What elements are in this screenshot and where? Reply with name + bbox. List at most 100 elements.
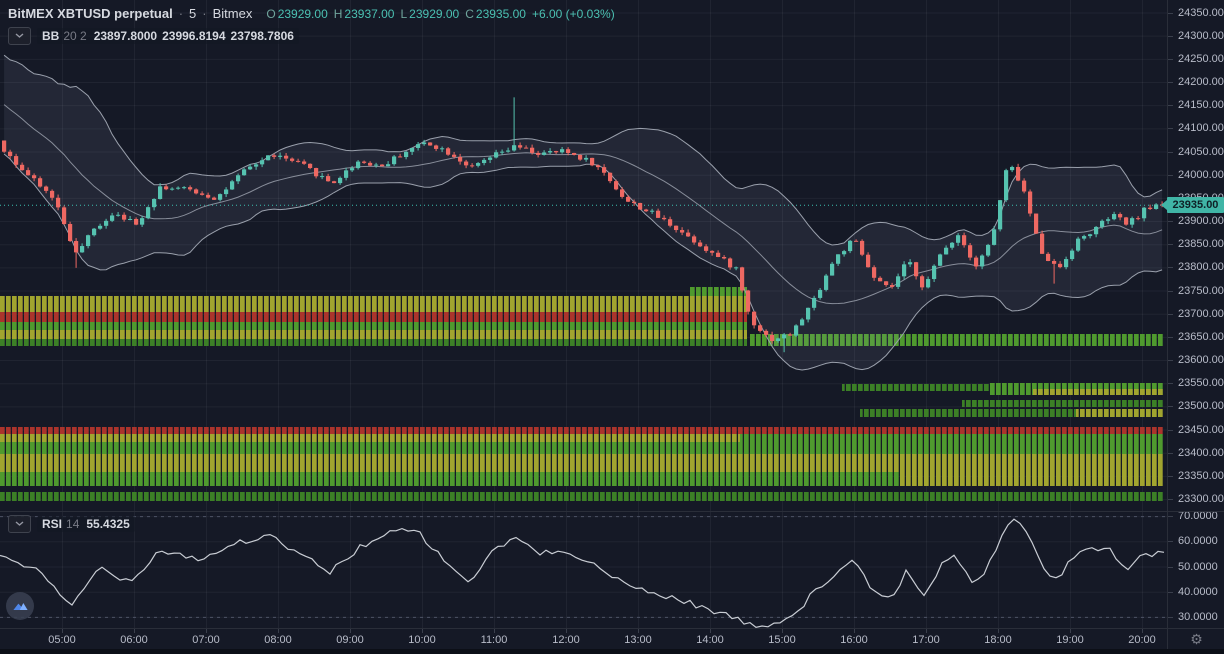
time-axis-label: 15:00: [768, 634, 796, 646]
price-axis-label: 23350.00: [1178, 469, 1224, 482]
ohlc-high-value: 23937.00: [344, 6, 395, 21]
time-axis-tick: [278, 629, 279, 633]
time-axis-label: 08:00: [264, 634, 292, 646]
bb-name: BB: [42, 29, 60, 43]
gear-icon[interactable]: ⚙: [1190, 630, 1203, 647]
time-axis-label: 12:00: [552, 634, 580, 646]
price-axis-tick: [1168, 12, 1173, 14]
time-axis-tick: [1070, 629, 1071, 633]
rsi-axis-tick: [1168, 516, 1173, 518]
price-axis-tick: [1168, 290, 1173, 292]
ohlc-open-value: 23929.00: [277, 6, 328, 21]
axis-corner: ⚙: [1167, 628, 1224, 649]
change-value: +6.00 (+0.03%): [531, 6, 615, 21]
price-axis-tick: [1168, 82, 1173, 83]
price-axis-label: 23800.00: [1178, 261, 1224, 274]
rsi-axis-tick: [1168, 591, 1173, 593]
time-axis-tick: [998, 629, 999, 633]
chevron-down-icon: [15, 521, 24, 526]
ohlc-low-value: 23929.00: [409, 6, 460, 21]
time-axis-label: 16:00: [840, 634, 868, 646]
time-axis-label: 10:00: [408, 634, 436, 646]
bb-collapse-button[interactable]: [8, 27, 31, 45]
price-axis-label: 23600.00: [1178, 354, 1224, 367]
rsi-axis-tick: [1168, 616, 1173, 618]
time-axis-label: 20:00: [1128, 634, 1156, 646]
symbol-legend[interactable]: BitMEX XBTUSD perpetual · 5 · Bitmex O 23…: [8, 6, 615, 21]
symbol-title[interactable]: BitMEX XBTUSD perpetual: [8, 6, 173, 21]
ohlc-close-value: 23935.00: [475, 6, 526, 21]
price-axis-tick: [1168, 336, 1173, 338]
last-price-arrow: [1161, 200, 1167, 211]
bb-legend-pill[interactable]: BB 20 2 23897.8000 23996.8194 23798.7806: [37, 28, 299, 44]
price-axis-label: 24050.00: [1178, 145, 1224, 158]
price-axis-label: 23400.00: [1178, 446, 1224, 459]
panel-separator[interactable]: [0, 511, 1224, 512]
price-axis-label: 24100.00: [1178, 122, 1224, 135]
ohlc-close-key: C: [465, 6, 474, 21]
separator-dot: ·: [202, 6, 207, 21]
rsi-value: 55.4325: [86, 517, 130, 531]
rsi-collapse-button[interactable]: [8, 515, 31, 533]
rsi-params: 14: [66, 517, 80, 531]
price-axis-label: 24350.00: [1178, 6, 1224, 19]
price-axis-tick: [1168, 267, 1173, 269]
price-axis-tick: [1168, 475, 1173, 477]
price-axis-tick: [1168, 221, 1173, 223]
price-axis-tick: [1168, 383, 1173, 385]
time-axis-tick: [134, 629, 135, 633]
time-axis-label: 13:00: [624, 634, 652, 646]
price-axis-tick: [1168, 128, 1173, 130]
time-axis-tick: [926, 629, 927, 633]
price-axis-tick: [1168, 35, 1173, 37]
price-axis-tick: [1168, 452, 1173, 454]
separator-dot: ·: [178, 6, 184, 21]
rsi-legend-pill[interactable]: RSI 14 55.4325: [37, 516, 135, 532]
bb-indicator-legend: BB 20 2 23897.8000 23996.8194 23798.7806: [8, 27, 299, 45]
mountains-logo-icon: [12, 602, 28, 610]
time-axis-tick: [494, 629, 495, 633]
time-axis-label: 19:00: [1056, 634, 1084, 646]
last-price-badge: 23935.00: [1167, 197, 1224, 214]
price-axis-tick: [1168, 244, 1173, 246]
time-axis-tick: [350, 629, 351, 633]
price-axis-label: 24000.00: [1178, 168, 1224, 181]
bb-value-basis: 23897.8000: [93, 29, 158, 43]
price-axis-label: 23650.00: [1178, 330, 1224, 343]
rsi-axis-label: 70.0000: [1178, 510, 1218, 523]
time-axis-label: 06:00: [120, 634, 148, 646]
time-axis-tick: [1142, 629, 1143, 633]
price-axis-label: 23850.00: [1178, 238, 1224, 251]
rsi-indicator-legend: RSI 14 55.4325: [8, 515, 135, 533]
ohlc-high-key: H: [333, 6, 343, 21]
price-axis-tick: [1168, 313, 1173, 315]
time-axis-tick: [710, 629, 711, 633]
bb-value-upper: 23996.8194: [162, 29, 226, 43]
price-axis-label: 24150.00: [1178, 99, 1224, 112]
window-bottom-edge: [0, 649, 1224, 654]
time-axis-tick: [782, 629, 783, 633]
heatmap-bands: [0, 287, 1164, 501]
chevron-down-icon: [15, 33, 24, 38]
time-axis-tick: [638, 629, 639, 633]
price-axis-tick: [1168, 429, 1173, 431]
bb-params: 20 2: [63, 29, 87, 43]
price-axis-label: 23700.00: [1178, 307, 1224, 320]
time-axis-label: 18:00: [984, 634, 1012, 646]
price-axis-label: 23750.00: [1178, 284, 1224, 297]
interval-label[interactable]: 5: [189, 6, 197, 21]
time-axis[interactable]: 05:00 06:00 07:00 08:00 09:00 10:00 11:00 12:00…: [0, 628, 1224, 650]
price-axis-label: 23450.00: [1178, 423, 1224, 436]
exchange-label: Bitmex: [212, 6, 253, 21]
price-axis-tick: [1168, 58, 1173, 60]
price-axis[interactable]: 24350.00 24300.00 24250.00 24200.00 24150.00…: [1167, 0, 1224, 628]
logo-watermark-button[interactable]: [6, 592, 34, 620]
price-axis-label: 23300.00: [1178, 493, 1224, 506]
ohlc-low-key: L: [400, 6, 408, 21]
time-axis-label: 14:00: [696, 634, 724, 646]
price-axis-tick: [1168, 499, 1173, 501]
price-axis-tick: [1168, 174, 1173, 176]
rsi-axis-tick: [1168, 541, 1173, 543]
